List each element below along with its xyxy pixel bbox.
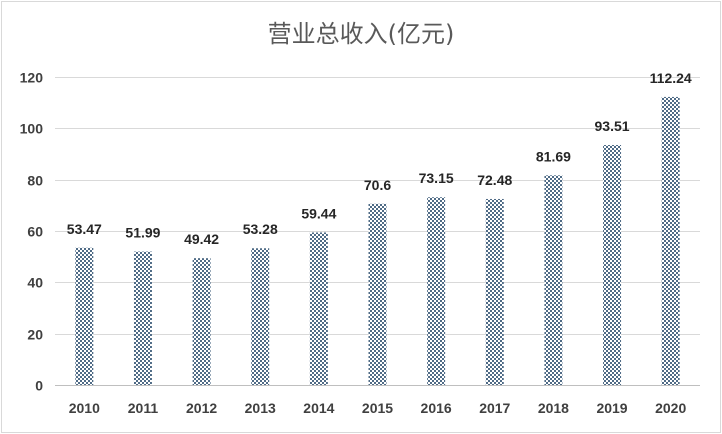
y-tick-label: 60 — [27, 224, 43, 240]
data-label-2015: 70.6 — [364, 177, 391, 193]
x-tick-label: 2019 — [596, 400, 627, 416]
x-tick-label: 2011 — [128, 400, 159, 416]
bars — [75, 96, 680, 386]
bar-2015 — [368, 203, 387, 385]
y-tick-label: 120 — [20, 70, 44, 86]
data-labels: 53.47 51.99 49.42 53.28 59.44 70.6 73.15 72.48 8… — [67, 70, 692, 247]
x-tick-label: 2016 — [421, 400, 452, 416]
bar-2012 — [192, 258, 211, 385]
y-axis-ticks: 0 20 40 60 80 100 120 — [20, 70, 44, 394]
data-label-2017: 72.48 — [477, 172, 512, 188]
bar-2019 — [603, 144, 622, 385]
data-label-2019: 93.51 — [595, 118, 630, 134]
data-label-2013: 53.28 — [243, 221, 278, 237]
data-label-2018: 81.69 — [536, 148, 571, 164]
data-label-2014: 59.44 — [301, 205, 336, 221]
x-tick-label: 2018 — [538, 400, 569, 416]
data-label-2010: 53.47 — [67, 221, 102, 237]
bar-2017 — [485, 198, 504, 385]
bar-2013 — [251, 248, 270, 385]
bar-2016 — [427, 197, 446, 385]
bar-2011 — [133, 251, 152, 385]
y-tick-label: 100 — [20, 121, 44, 137]
y-tick-label: 0 — [35, 378, 43, 394]
x-tick-label: 2015 — [362, 400, 393, 416]
x-tick-label: 2017 — [479, 400, 510, 416]
x-tick-label: 2013 — [245, 400, 276, 416]
data-label-2016: 73.15 — [419, 170, 454, 186]
y-tick-label: 20 — [27, 327, 43, 343]
y-tick-label: 40 — [27, 275, 43, 291]
data-label-2012: 49.42 — [184, 231, 219, 247]
x-tick-label: 2014 — [303, 400, 334, 416]
y-tick-label: 80 — [27, 173, 43, 189]
data-label-2020: 112.24 — [650, 70, 692, 86]
x-axis-ticks: 2010 2011 2012 2013 2014 2015 2016 2017 2018 2019… — [69, 400, 687, 416]
data-label-2011: 51.99 — [125, 225, 160, 241]
chart-title: 营业总收入(亿元) — [268, 20, 455, 48]
x-tick-label: 2020 — [655, 400, 686, 416]
bar-2020 — [661, 96, 680, 386]
x-tick-label: 2010 — [69, 400, 100, 416]
x-tick-label: 2012 — [186, 400, 217, 416]
bar-2018 — [544, 175, 563, 385]
gridlines — [55, 77, 700, 386]
bar-2010 — [75, 247, 94, 385]
bar-2014 — [309, 232, 328, 385]
